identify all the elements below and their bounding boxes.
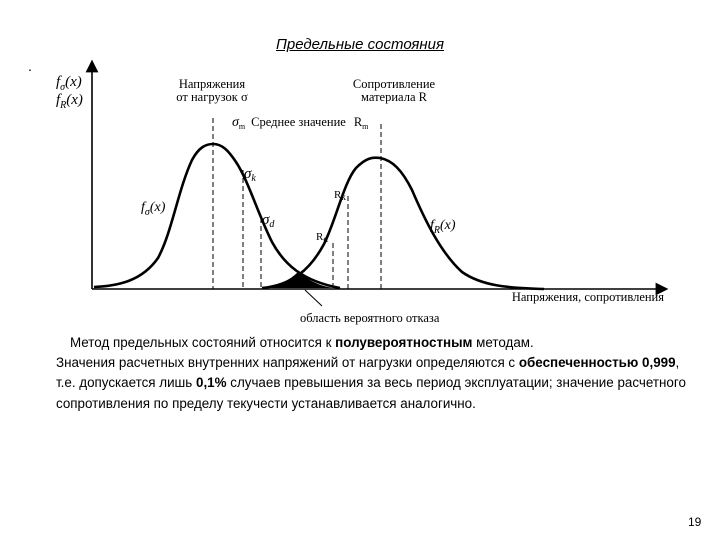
failure-area-label: область вероятного отказа [300, 311, 440, 325]
resist-header-line1: Сопротивление [353, 77, 436, 91]
slide-marker: . [28, 58, 32, 74]
slide-title: Предельные состояния [276, 36, 444, 53]
page-number: 19 [688, 515, 702, 529]
emphasis-percent: 0,1% [196, 375, 227, 391]
r-k-label: Rk [334, 189, 346, 202]
load-header-line1: Напряжения [179, 77, 245, 91]
load-distribution-curve [93, 142, 341, 290]
f-r-label: fR(x) [430, 218, 456, 236]
y-axis-label-line1: fσ(x) [56, 74, 82, 93]
paragraph-1: Метод предельных состояний относится к п… [70, 335, 534, 350]
sigma-k-label: σk [244, 166, 256, 184]
paragraph-2: Значения расчетных внутренних напряжений… [56, 355, 686, 411]
failure-label-pointer [304, 289, 323, 307]
x-axis-label: Напряжения, сопротивления [512, 290, 664, 304]
y-axis-label-line2: fR(x) [56, 92, 83, 111]
f-sigma-label: fσ(x) [141, 200, 166, 218]
resist-header-line2: материала R [361, 90, 428, 104]
mean-value-label: σm Среднее значение Rm [232, 115, 369, 131]
r-d-label: Rd [316, 231, 328, 244]
emphasis-semiprobabilistic: полувероятностным [335, 335, 473, 350]
body-text: Метод предельных состояний относится к п… [56, 333, 696, 414]
load-header-line2: от нагрузок σ [176, 90, 248, 104]
resistance-distribution-curve [261, 156, 545, 291]
limit-states-diagram: fσ(x) fR(x) Напряжения от нагрузок σ Соп… [56, 59, 669, 325]
sigma-d-label: σd [262, 212, 275, 230]
emphasis-reliability: обеспеченностью 0,999 [518, 355, 676, 371]
